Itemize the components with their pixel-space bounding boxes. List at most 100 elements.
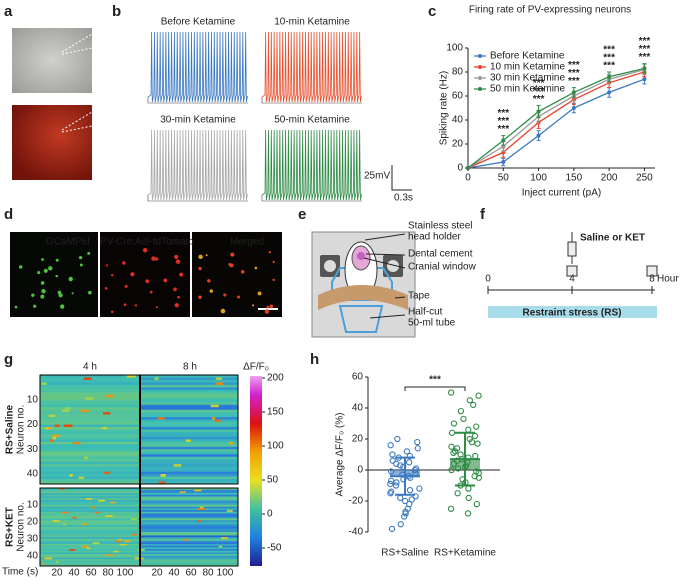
y-tick-label: 0 — [457, 163, 463, 174]
merged-image — [192, 232, 282, 317]
heat-row — [140, 515, 238, 518]
heat-row — [40, 449, 140, 453]
significance: *** — [603, 45, 615, 56]
data-point — [451, 448, 459, 455]
cell — [58, 293, 63, 298]
cell — [198, 254, 203, 260]
heat-event — [62, 409, 69, 413]
heat-row — [40, 515, 140, 518]
heat-event — [194, 489, 202, 492]
heat-event — [185, 439, 191, 443]
legend-marker — [478, 87, 482, 91]
heat-row — [40, 471, 140, 475]
data-point — [448, 466, 455, 474]
heat-row — [140, 464, 238, 467]
x-tick-label: RS+Saline — [381, 548, 429, 559]
data-point — [466, 397, 473, 404]
heat-row — [140, 471, 238, 475]
heat-row — [40, 407, 140, 410]
x-tick-label: 200 — [601, 173, 618, 184]
stress-label: Restraint stress (RS) — [523, 308, 622, 319]
tdtomato-image — [100, 232, 190, 317]
data-point — [387, 468, 395, 475]
time-unit: Hour — [657, 274, 679, 285]
heat-row — [140, 466, 238, 470]
heat-row — [40, 557, 140, 560]
marker — [607, 90, 612, 95]
heat-row — [140, 394, 238, 398]
heat-row — [140, 511, 238, 514]
data-point — [457, 451, 464, 458]
leader-lines — [363, 233, 406, 319]
data-point — [460, 415, 467, 422]
pipette-outline — [61, 33, 93, 133]
data-point — [405, 459, 413, 466]
heat-row — [40, 504, 140, 507]
cell — [205, 254, 208, 257]
heat-row — [140, 407, 238, 410]
heat-row — [140, 469, 238, 472]
heat-row — [140, 510, 238, 513]
heat-row — [140, 434, 238, 438]
series-line — [467, 67, 645, 169]
heat-row — [40, 549, 140, 552]
scale-bar — [391, 165, 412, 191]
cell — [124, 284, 128, 288]
cell — [175, 259, 181, 264]
chart-title: Firing rate of PV-expressing neurons — [469, 5, 631, 16]
data-point — [388, 525, 396, 533]
heat-row — [40, 516, 140, 519]
image-label: Merged — [230, 237, 264, 248]
cranial-window — [357, 252, 365, 260]
panel-label: d — [4, 206, 13, 223]
heat-row — [40, 513, 140, 516]
heat-row — [140, 547, 238, 550]
heat-row — [140, 422, 238, 425]
heat-row — [140, 414, 238, 418]
heat-event — [52, 434, 60, 438]
heat-event — [113, 550, 119, 553]
heat-event — [52, 520, 60, 523]
y-tick-label: 10 — [27, 500, 39, 511]
cell — [123, 303, 127, 306]
significance: *** — [497, 116, 509, 127]
heat-event — [65, 407, 71, 410]
heat-row — [40, 550, 140, 553]
data-point — [473, 423, 480, 430]
brightfield-image — [12, 28, 92, 93]
heat-event — [110, 501, 116, 504]
y-tick-label: 40 — [27, 550, 39, 561]
heat-event — [215, 377, 222, 381]
heat-row — [40, 414, 140, 418]
heat-event — [134, 557, 139, 560]
heat-row — [140, 564, 238, 567]
trace-title: Before Ketamine — [161, 17, 236, 28]
colorbar — [250, 376, 262, 566]
heat-row — [140, 419, 238, 423]
data-point — [397, 494, 404, 502]
cell — [173, 287, 177, 292]
heat-row — [40, 543, 140, 546]
x-axis-label: Time (s) — [2, 567, 38, 578]
heat-row — [140, 525, 238, 528]
heat-row — [140, 387, 238, 391]
heat-row — [40, 417, 140, 420]
data-point — [448, 443, 455, 450]
x-tick-label: 150 — [566, 173, 583, 184]
x-tick-label: 50 — [498, 173, 510, 184]
heat-event — [54, 424, 60, 428]
cell — [145, 279, 150, 284]
diagram-label: Cranial window — [408, 262, 477, 273]
heat-row — [140, 521, 238, 524]
data-point — [397, 462, 404, 469]
cell — [163, 278, 168, 283]
heat-row — [40, 379, 140, 383]
heat-row — [140, 501, 238, 504]
tube-half — [338, 305, 384, 333]
cell — [68, 276, 73, 282]
heat-row — [40, 399, 140, 403]
panel-label: e — [298, 206, 306, 223]
heat-row — [40, 444, 140, 448]
cell — [179, 272, 184, 277]
significance: *** — [497, 108, 509, 119]
